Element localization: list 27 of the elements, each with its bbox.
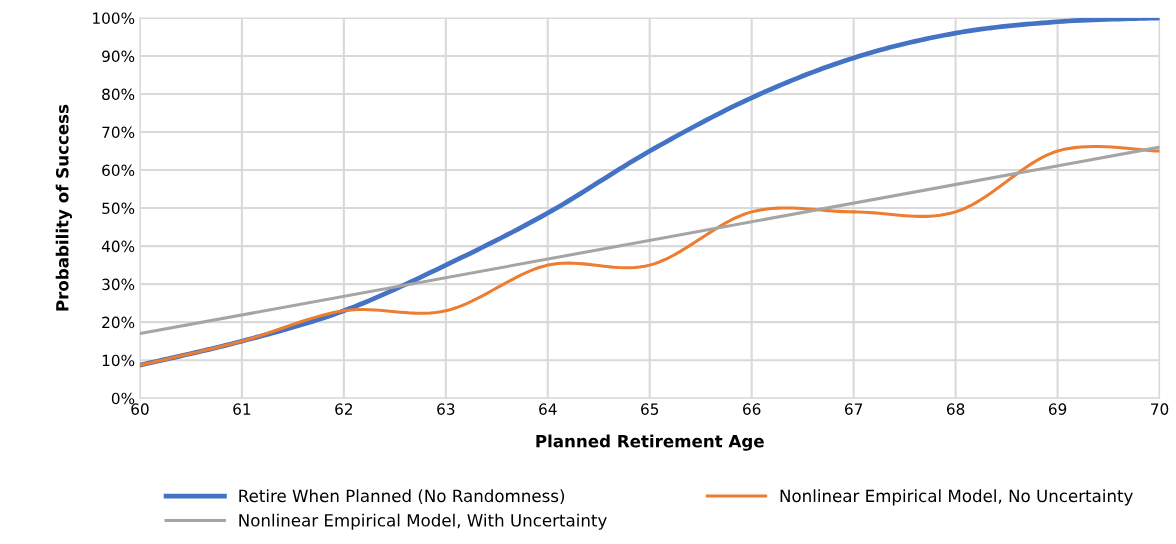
y-tick-label: 100% bbox=[93, 12, 135, 24]
y-tick-label: 70% bbox=[102, 126, 135, 139]
x-tick-label: 69 bbox=[1048, 403, 1067, 415]
x-tick-label: 64 bbox=[539, 403, 557, 415]
y-tick-label: 0% bbox=[111, 392, 135, 405]
x-tick-label: 61 bbox=[233, 403, 251, 415]
y-tick-label: 80% bbox=[102, 88, 135, 101]
y-axis-title: Probability of Success bbox=[55, 104, 72, 311]
x-tick-label: 60 bbox=[131, 403, 149, 415]
x-tick-label: 67 bbox=[845, 403, 863, 415]
y-tick-label: 50% bbox=[102, 202, 135, 215]
y-tick-label: 60% bbox=[102, 164, 135, 177]
y-tick-label: 40% bbox=[101, 240, 135, 253]
x-tick-label: 66 bbox=[743, 403, 761, 415]
x-tick-label: 65 bbox=[641, 403, 659, 415]
legend-label: Nonlinear Empirical Model, With Uncertainty bbox=[239, 513, 607, 530]
x-tick-label: 62 bbox=[335, 403, 353, 415]
y-tick-label: 20% bbox=[102, 316, 135, 329]
x-tick-label: 70 bbox=[1151, 403, 1169, 415]
x-tick-label: 68 bbox=[946, 403, 965, 415]
legend-label: Nonlinear Empirical Model, No Uncertainty bbox=[780, 489, 1133, 506]
x-axis-title: Planned Retirement Age bbox=[536, 434, 764, 451]
y-tick-label: 30% bbox=[102, 278, 135, 291]
legend-label: Retire When Planned (No Randomness) bbox=[239, 489, 565, 505]
x-tick-label: 63 bbox=[437, 403, 455, 415]
y-tick-label: 10% bbox=[102, 354, 135, 367]
y-tick-label: 90% bbox=[102, 50, 135, 62]
